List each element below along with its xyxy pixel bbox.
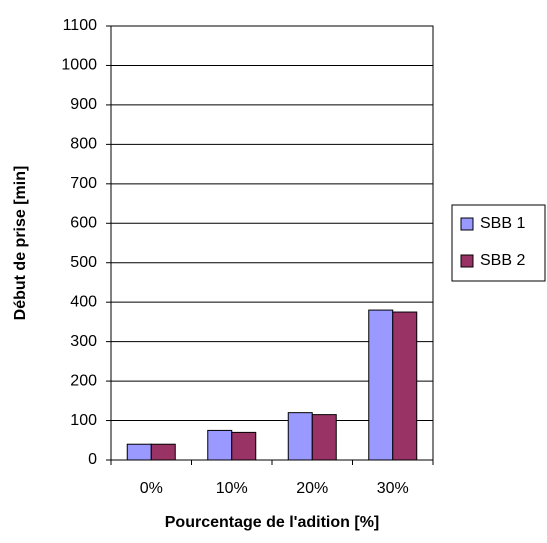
x-tick-label: 0% xyxy=(140,480,163,497)
bar xyxy=(207,429,233,461)
x-tick-label: 20% xyxy=(296,480,328,497)
y-tick-label: 1000 xyxy=(61,57,97,74)
bar xyxy=(231,431,257,461)
y-tick-label: 200 xyxy=(70,372,97,389)
x-tick-label: 10% xyxy=(216,480,248,497)
bar xyxy=(150,443,176,461)
y-tick-label: 0 xyxy=(88,451,97,468)
legend-swatch xyxy=(460,254,474,268)
y-tick-label: 600 xyxy=(70,214,97,231)
y-tick-label: 500 xyxy=(70,254,97,271)
y-axis-title: Début de prise [min] xyxy=(12,166,29,321)
legend-swatch xyxy=(460,217,474,231)
y-tick-label: 400 xyxy=(70,293,97,310)
bar xyxy=(287,412,313,461)
y-tick-label: 900 xyxy=(70,96,97,113)
y-tick-label: 100 xyxy=(70,412,97,429)
legend-label: SBB 2 xyxy=(480,252,525,269)
bar xyxy=(368,309,394,461)
bar xyxy=(392,311,418,461)
y-tick-label: 1100 xyxy=(63,17,98,34)
y-tick-label: 700 xyxy=(70,175,97,192)
x-axis-title: Pourcentage de l'adition [%] xyxy=(165,514,380,531)
x-tick-label: 30% xyxy=(377,480,409,497)
bar xyxy=(311,414,337,461)
legend-label: SBB 1 xyxy=(480,215,525,232)
y-tick-label: 800 xyxy=(70,136,97,153)
y-tick-label: 300 xyxy=(70,333,97,350)
bar xyxy=(126,443,152,461)
